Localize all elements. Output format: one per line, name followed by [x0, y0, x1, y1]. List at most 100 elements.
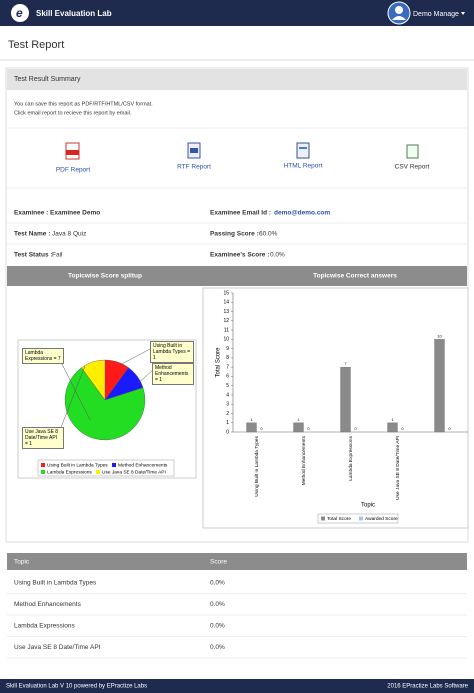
- y-tick-label: 11: [224, 327, 229, 333]
- y-tick-label: 12: [223, 318, 229, 324]
- y-tick-label: 5: [226, 383, 229, 389]
- panel-header: [7, 69, 467, 90]
- callout-leader: [119, 348, 151, 366]
- info-value: 60.0%: [259, 231, 278, 238]
- callout-leader: [137, 370, 153, 384]
- bar: [293, 422, 304, 433]
- y-tick-label: 15: [223, 290, 229, 296]
- value-label: 0: [307, 426, 310, 431]
- pdf-icon-band: [66, 150, 79, 155]
- value-label: 0: [354, 426, 357, 431]
- legend-label: Use Java SE 8 Date/Time API: [102, 469, 166, 475]
- info-label: Test Name :: [14, 231, 50, 238]
- y-tick-label: 8: [226, 355, 229, 361]
- y-tick-label: 1: [226, 420, 229, 426]
- logo-letter: e: [16, 6, 23, 20]
- footer: [0, 679, 474, 693]
- bar: [434, 339, 445, 433]
- table-cell: Use Java SE 8 Date/Time API: [14, 644, 101, 651]
- legend-swatch: [96, 470, 100, 474]
- table-cell: Lambda Expressions: [14, 623, 75, 630]
- info-value[interactable]: demo@demo.com: [274, 210, 330, 217]
- table-cell: 0.0%: [210, 644, 225, 651]
- html-icon[interactable]: [296, 142, 310, 159]
- app-name[interactable]: Skill Evaluation Lab: [36, 9, 112, 18]
- x-tick-label: Lambda Expressions: [348, 435, 354, 480]
- table-cell: Using Built in Lambda Types: [14, 580, 97, 587]
- report-link[interactable]: RTF Report: [177, 164, 211, 171]
- value-label: 0: [260, 426, 263, 431]
- avatar-body: [392, 16, 406, 20]
- legend-label: Total Score: [327, 516, 351, 522]
- pie-label: Use Java SE 8 Date/Time API = 1: [22, 427, 64, 449]
- report-link[interactable]: CSV Report: [395, 164, 430, 171]
- page-title: Test Report: [8, 39, 64, 51]
- value-label: 0: [448, 426, 451, 431]
- legend-label: Using Built in Lambda Types: [47, 462, 108, 468]
- y-tick-label: 4: [226, 392, 229, 398]
- info-label: Examinee :: [14, 210, 48, 217]
- info-label: Examinee's Score :: [210, 252, 269, 259]
- value-label: 7: [344, 361, 347, 366]
- y-tick-label: 9: [226, 346, 229, 352]
- info-label: Examinee Email Id :: [210, 210, 271, 217]
- value-label: 10: [437, 333, 442, 338]
- info-value: Examinee Demo: [50, 210, 100, 217]
- value-label: 0: [401, 426, 404, 431]
- legend-label: Awarded Score: [365, 516, 398, 522]
- value-label: 1: [297, 417, 300, 422]
- legend-label: Method Enhancements: [118, 462, 168, 468]
- pie-label: Method Enhancements = 1: [152, 363, 194, 385]
- x-axis-label: Topic: [361, 503, 375, 509]
- legend-swatch: [41, 470, 45, 474]
- y-tick-label: 0: [226, 429, 229, 435]
- info-label: Test Status :: [14, 252, 53, 259]
- info-value: Java 8 Quiz: [52, 231, 86, 238]
- y-tick-label: 13: [223, 309, 229, 315]
- legend-swatch: [41, 463, 45, 467]
- legend-swatch: [359, 516, 363, 521]
- chart-title: Topicwise Score splitup: [68, 273, 142, 280]
- table-cell: 0.0%: [210, 623, 225, 630]
- chart-header: [7, 266, 467, 286]
- legend-box: [317, 513, 399, 524]
- user-menu[interactable]: Demo Manage: [413, 11, 459, 18]
- pie-slice: [81, 359, 106, 401]
- csv-icon[interactable]: [406, 144, 419, 159]
- html-icon-band: [299, 147, 307, 149]
- bar: [387, 422, 398, 433]
- table-cell: Method Enhancements: [14, 601, 82, 608]
- pie-slice: [64, 367, 146, 441]
- note: You can save this report as PDF/RTF/HTML…: [14, 101, 153, 107]
- info-value: 0.0%: [270, 252, 285, 259]
- y-tick-label: 2: [226, 411, 229, 417]
- legend-swatch: [321, 516, 325, 521]
- y-tick-label: 14: [223, 300, 229, 306]
- table-column: Score: [210, 559, 227, 566]
- report-link[interactable]: PDF Report: [56, 167, 91, 174]
- table-cell: 0.0%: [210, 580, 225, 587]
- x-tick-label: Use Java SE 8 Date/Time API: [395, 436, 401, 500]
- logo[interactable]: [11, 4, 29, 22]
- table-cell: 0.0%: [210, 601, 225, 608]
- report-link[interactable]: HTML Report: [284, 163, 323, 170]
- value-label: 1: [391, 417, 394, 422]
- legend-label: Lambda Expressions: [47, 469, 92, 475]
- pie-label: Using Built in Lambda Types = 1: [150, 341, 194, 363]
- x-tick-label: Method Enhancements: [301, 435, 307, 485]
- footer-left: Skill Evaluation Lab V 10 powered by EPr…: [6, 684, 147, 690]
- panel-title: Test Result Summary: [14, 76, 81, 83]
- info-value: Fail: [52, 252, 63, 259]
- bar: [246, 422, 257, 433]
- callout-leader: [57, 365, 86, 436]
- note: Click email report to recieve this repor…: [14, 110, 132, 116]
- pie-label: Lambda Expressions = 7: [22, 348, 64, 364]
- callout-leader: [57, 355, 91, 421]
- caret: [461, 12, 465, 15]
- x-tick-label: Using Built in Lambda Types: [254, 435, 260, 496]
- y-tick-label: 3: [226, 402, 229, 408]
- y-axis-label: Total Score: [216, 347, 222, 378]
- avatar-head: [395, 6, 403, 14]
